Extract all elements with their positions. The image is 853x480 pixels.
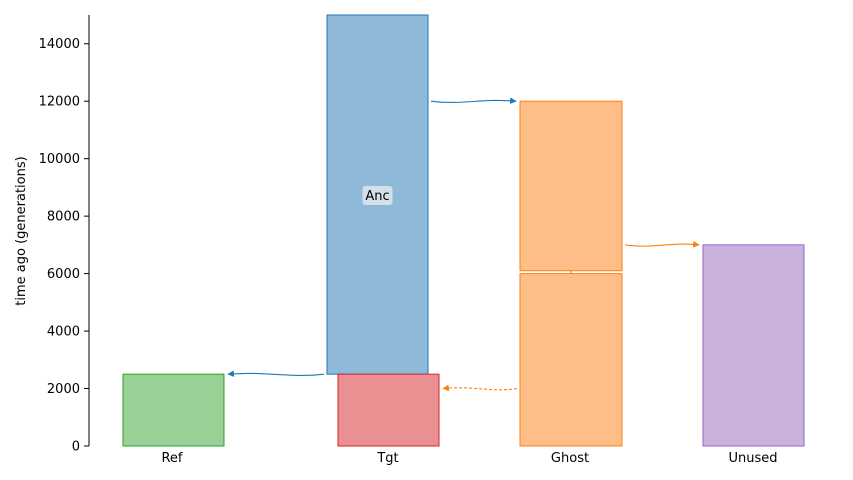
migration-arrow-anc-to-ref (227, 370, 325, 377)
x-label-tgt: Tgt (376, 451, 398, 466)
x-label-ref: Ref (161, 451, 182, 466)
population-box-ref-epoch-0 (122, 373, 225, 447)
x-label-ghost: Ghost (551, 451, 589, 466)
migration-arrow-anc-to-ghost (430, 97, 517, 104)
population-box-tgt-epoch-0 (337, 373, 440, 447)
y-tick-label-12000: 12000 (39, 95, 80, 110)
ancestor-label-background (362, 186, 393, 206)
y-axis-title: time ago (generations) (14, 156, 29, 305)
migration-arrows (227, 97, 700, 392)
ancestor-label-group: Anc (362, 186, 393, 206)
population-boxes (122, 14, 805, 447)
population-box-unused-epoch-0 (702, 244, 805, 447)
population-box-ghost-epoch-1 (519, 100, 623, 272)
y-tick-label-4000: 4000 (47, 325, 80, 340)
migration-arrow-ghost-to-tgt (442, 384, 518, 392)
y-tick-label-10000: 10000 (39, 152, 80, 167)
x-label-unused: Unused (728, 451, 777, 466)
migration-arrow-ghost-to-unused (624, 240, 700, 248)
y-tick-label-0: 0 (72, 440, 80, 455)
x-axis-labels: Ref Tgt Ghost Unused (161, 451, 777, 466)
y-tick-label-6000: 6000 (47, 267, 80, 282)
y-axis: 0 2000 4000 6000 8000 10000 12000 14000 (39, 15, 90, 455)
ancestor-label: Anc (365, 189, 389, 204)
y-tick-label-14000: 14000 (39, 37, 80, 52)
population-box-ghost-epoch-0 (519, 273, 623, 447)
y-tick-label-2000: 2000 (47, 382, 80, 397)
y-tick-label-8000: 8000 (47, 210, 80, 225)
